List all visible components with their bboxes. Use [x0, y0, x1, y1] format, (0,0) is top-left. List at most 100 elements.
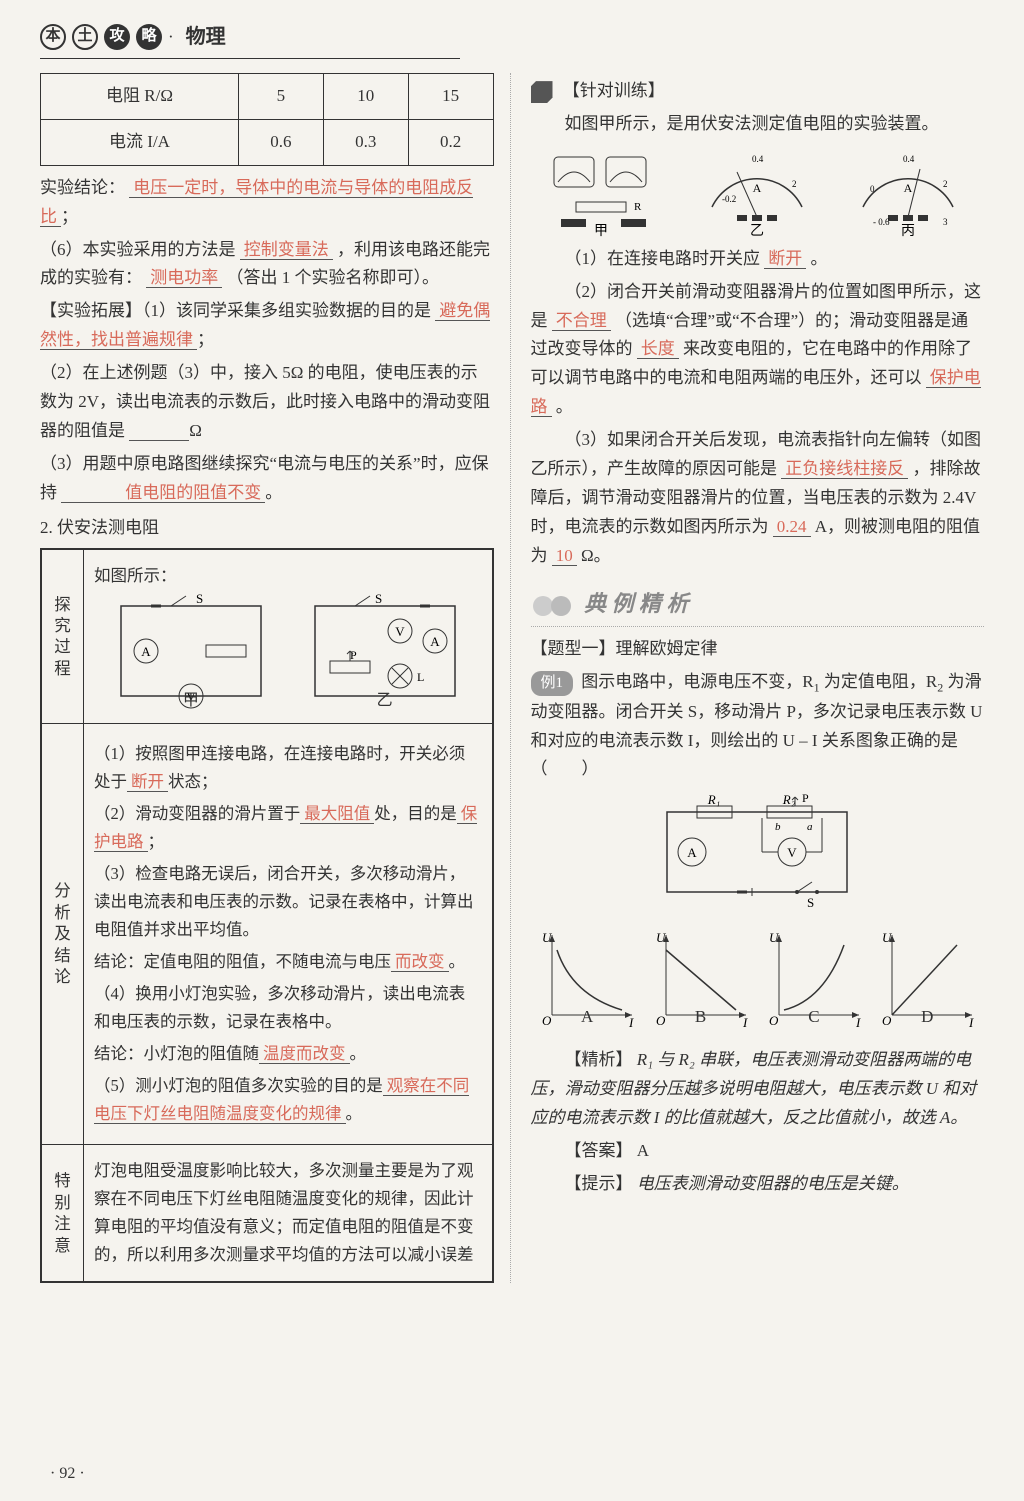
- answer: 值电阻的阻值不变: [121, 483, 265, 503]
- answer: 长度: [637, 339, 679, 359]
- hint-line: 【提示】 电压表测滑动变阻器的电压是关键。: [531, 1170, 985, 1199]
- header-char-1: 本: [40, 24, 66, 50]
- circuit-diagram-jia: AVS 甲: [111, 591, 271, 711]
- header-dark-1: 攻: [104, 24, 130, 50]
- answer: 不合理: [552, 311, 611, 331]
- svg-text:U: U: [882, 930, 893, 945]
- sub: 2: [937, 680, 943, 694]
- banner-text: 典 例 精 析: [584, 591, 689, 616]
- cell: 0.3: [323, 119, 408, 165]
- header-subject: 物理: [186, 20, 226, 54]
- svg-text:乙: 乙: [750, 223, 764, 237]
- label: A: [581, 1003, 593, 1032]
- text: （2）滑动变阻器的滑片置于: [94, 804, 300, 823]
- sub: 1: [814, 680, 820, 694]
- svg-text:O: O: [769, 1013, 779, 1028]
- table-row: 探究过程 如图所示： AVS 甲 AVLPS 乙: [42, 550, 493, 723]
- label: C: [808, 1003, 819, 1032]
- text: 状态；: [168, 772, 218, 791]
- svg-text:S: S: [807, 895, 814, 910]
- title-text: 【针对训练】: [563, 81, 665, 100]
- svg-text:R₁: R₁: [707, 792, 720, 807]
- svg-text:U: U: [656, 930, 667, 945]
- svg-text:R: R: [634, 201, 642, 213]
- page-number: · 92 ·: [50, 1460, 85, 1487]
- answer-line: 【答案】 A: [531, 1137, 985, 1166]
- r-q3: （3）如果闭合开关后发现，电流表指针向左偏转（如图乙所示），产生故障的原因可能是…: [531, 426, 985, 570]
- q6: （6）本实验采用的方法是 控制变量法 ，利用该电路还能完成的实验有： 测电功率 …: [40, 236, 494, 294]
- circuit-cell: 如图所示： AVS 甲 AVLPS 乙: [84, 550, 493, 723]
- answer: 断开: [127, 772, 168, 792]
- left-column: 电阻 R/Ω 5 10 15 电流 I/A 0.6 0.3 0.2 实验结论： …: [40, 73, 511, 1283]
- text: （1）在连接电路时开关应: [565, 249, 761, 268]
- svg-text:b: b: [775, 821, 781, 833]
- answer: 断开: [764, 249, 806, 269]
- type-title: 【题型一】理解欧姆定律: [531, 635, 985, 664]
- svg-text:P: P: [350, 648, 357, 662]
- svg-text:0: 0: [870, 184, 875, 194]
- table-row: 特别注意 灯泡电阻受温度影响比较大，多次测量主要是为了观察在不同电压下灯丝电阻随…: [42, 1145, 493, 1282]
- svg-text:S: S: [196, 591, 203, 606]
- svg-text:O: O: [882, 1013, 892, 1028]
- cell: 10: [323, 74, 408, 120]
- right-column: 【针对训练】 如图甲所示，是用伏安法测定值电阻的实验装置。 R甲 -0.20.4…: [531, 73, 985, 1283]
- svg-text:I: I: [628, 1015, 634, 1030]
- answer: 测电功率: [146, 268, 222, 288]
- header-dot: ·: [168, 23, 174, 52]
- r-q1: （1）在连接电路时开关应 断开 。: [531, 245, 985, 274]
- svg-text:3: 3: [943, 217, 948, 227]
- banner-icon: [531, 592, 579, 620]
- heading-2: 2. 伏安法测电阻: [40, 514, 494, 543]
- example-1: 例1 图示电路中，电源电压不变，R1 为定值电阻，R2 为滑动变阻器。闭合开关 …: [531, 668, 985, 784]
- text: 。: [556, 397, 573, 416]
- table-row: 电阻 R/Ω 5 10 15: [41, 74, 494, 120]
- graph-B: UIO B: [651, 930, 751, 1030]
- text: （4）换用小灯泡实验，多次移动滑片，读出电流表和电压表的示数，记录在表格中。: [94, 980, 482, 1036]
- analysis-cell: （1）按照图甲连接电路，在连接电路时，开关必须处于断开状态； （2）滑动变阻器的…: [84, 723, 493, 1145]
- two-column-layout: 电阻 R/Ω 5 10 15 电流 I/A 0.6 0.3 0.2 实验结论： …: [40, 73, 984, 1283]
- analysis: 【精析】 R₁ 与 R₂ 串联，电压表测滑动变阻器两端的电压，滑动变阻器分压越多…: [531, 1046, 985, 1133]
- label: 【答案】: [565, 1141, 633, 1160]
- svg-text:A: A: [904, 181, 913, 195]
- label: 【精析】: [565, 1050, 633, 1069]
- text: （5）测小灯泡的阻值多次实验的目的是: [94, 1076, 383, 1095]
- graph-options: UIO A UIO B UIO C UIO D: [531, 930, 985, 1030]
- text: （2）在上述例题（3）中，接入 5Ω 的电阻，使电压表的示数为 2V，读出电流表…: [40, 363, 490, 440]
- example-tag: 例1: [531, 671, 574, 697]
- text: （6）本实验采用的方法是: [40, 240, 236, 259]
- svg-text:0.4: 0.4: [752, 154, 764, 164]
- text: 。: [811, 249, 828, 268]
- text: 为定值电阻，R: [824, 672, 937, 691]
- svg-text:R₂: R₂: [782, 792, 796, 807]
- header-dark-2: 略: [136, 24, 162, 50]
- text: 处，目的是: [374, 804, 457, 823]
- blank: [129, 421, 189, 441]
- graph-C: UIO C: [764, 930, 864, 1030]
- cell: 电流 I/A: [41, 119, 239, 165]
- label: 甲: [183, 687, 199, 714]
- row-label: 特别注意: [42, 1145, 84, 1282]
- answer: 正负接线柱接反: [781, 459, 908, 479]
- header-char-2: 土: [72, 24, 98, 50]
- svg-text:V: V: [788, 845, 798, 860]
- answer: 10: [552, 546, 577, 566]
- svg-text:-0.2: -0.2: [722, 194, 736, 204]
- svg-text:I: I: [855, 1015, 861, 1030]
- svg-text:A: A: [753, 181, 762, 195]
- svg-text:2: 2: [943, 179, 948, 189]
- svg-text:丙: 丙: [901, 224, 915, 237]
- text: 电压表测滑动变阻器的电压是关键。: [637, 1174, 909, 1193]
- answer: 最大阻值: [300, 804, 374, 824]
- row-label: 分析及结论: [42, 723, 84, 1145]
- cell: 0.6: [239, 119, 324, 165]
- text: Ω。: [581, 546, 611, 565]
- svg-text:O: O: [542, 1013, 552, 1028]
- conclusion-label: 实验结论：: [40, 178, 125, 197]
- graph-A: UIO A: [537, 930, 637, 1030]
- cube-icon: [531, 81, 553, 103]
- svg-text:0.4: 0.4: [903, 154, 915, 164]
- resistance-current-table: 电阻 R/Ω 5 10 15 电流 I/A 0.6 0.3 0.2: [40, 73, 494, 166]
- example-circuit: R₁ R₂ P ba A V S: [531, 792, 985, 922]
- meter-jia: R甲: [546, 147, 666, 237]
- svg-text:L: L: [417, 670, 424, 684]
